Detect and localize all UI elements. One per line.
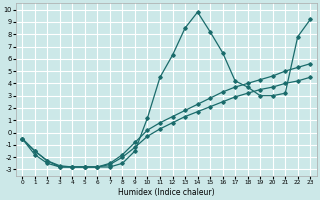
X-axis label: Humidex (Indice chaleur): Humidex (Indice chaleur) <box>118 188 215 197</box>
